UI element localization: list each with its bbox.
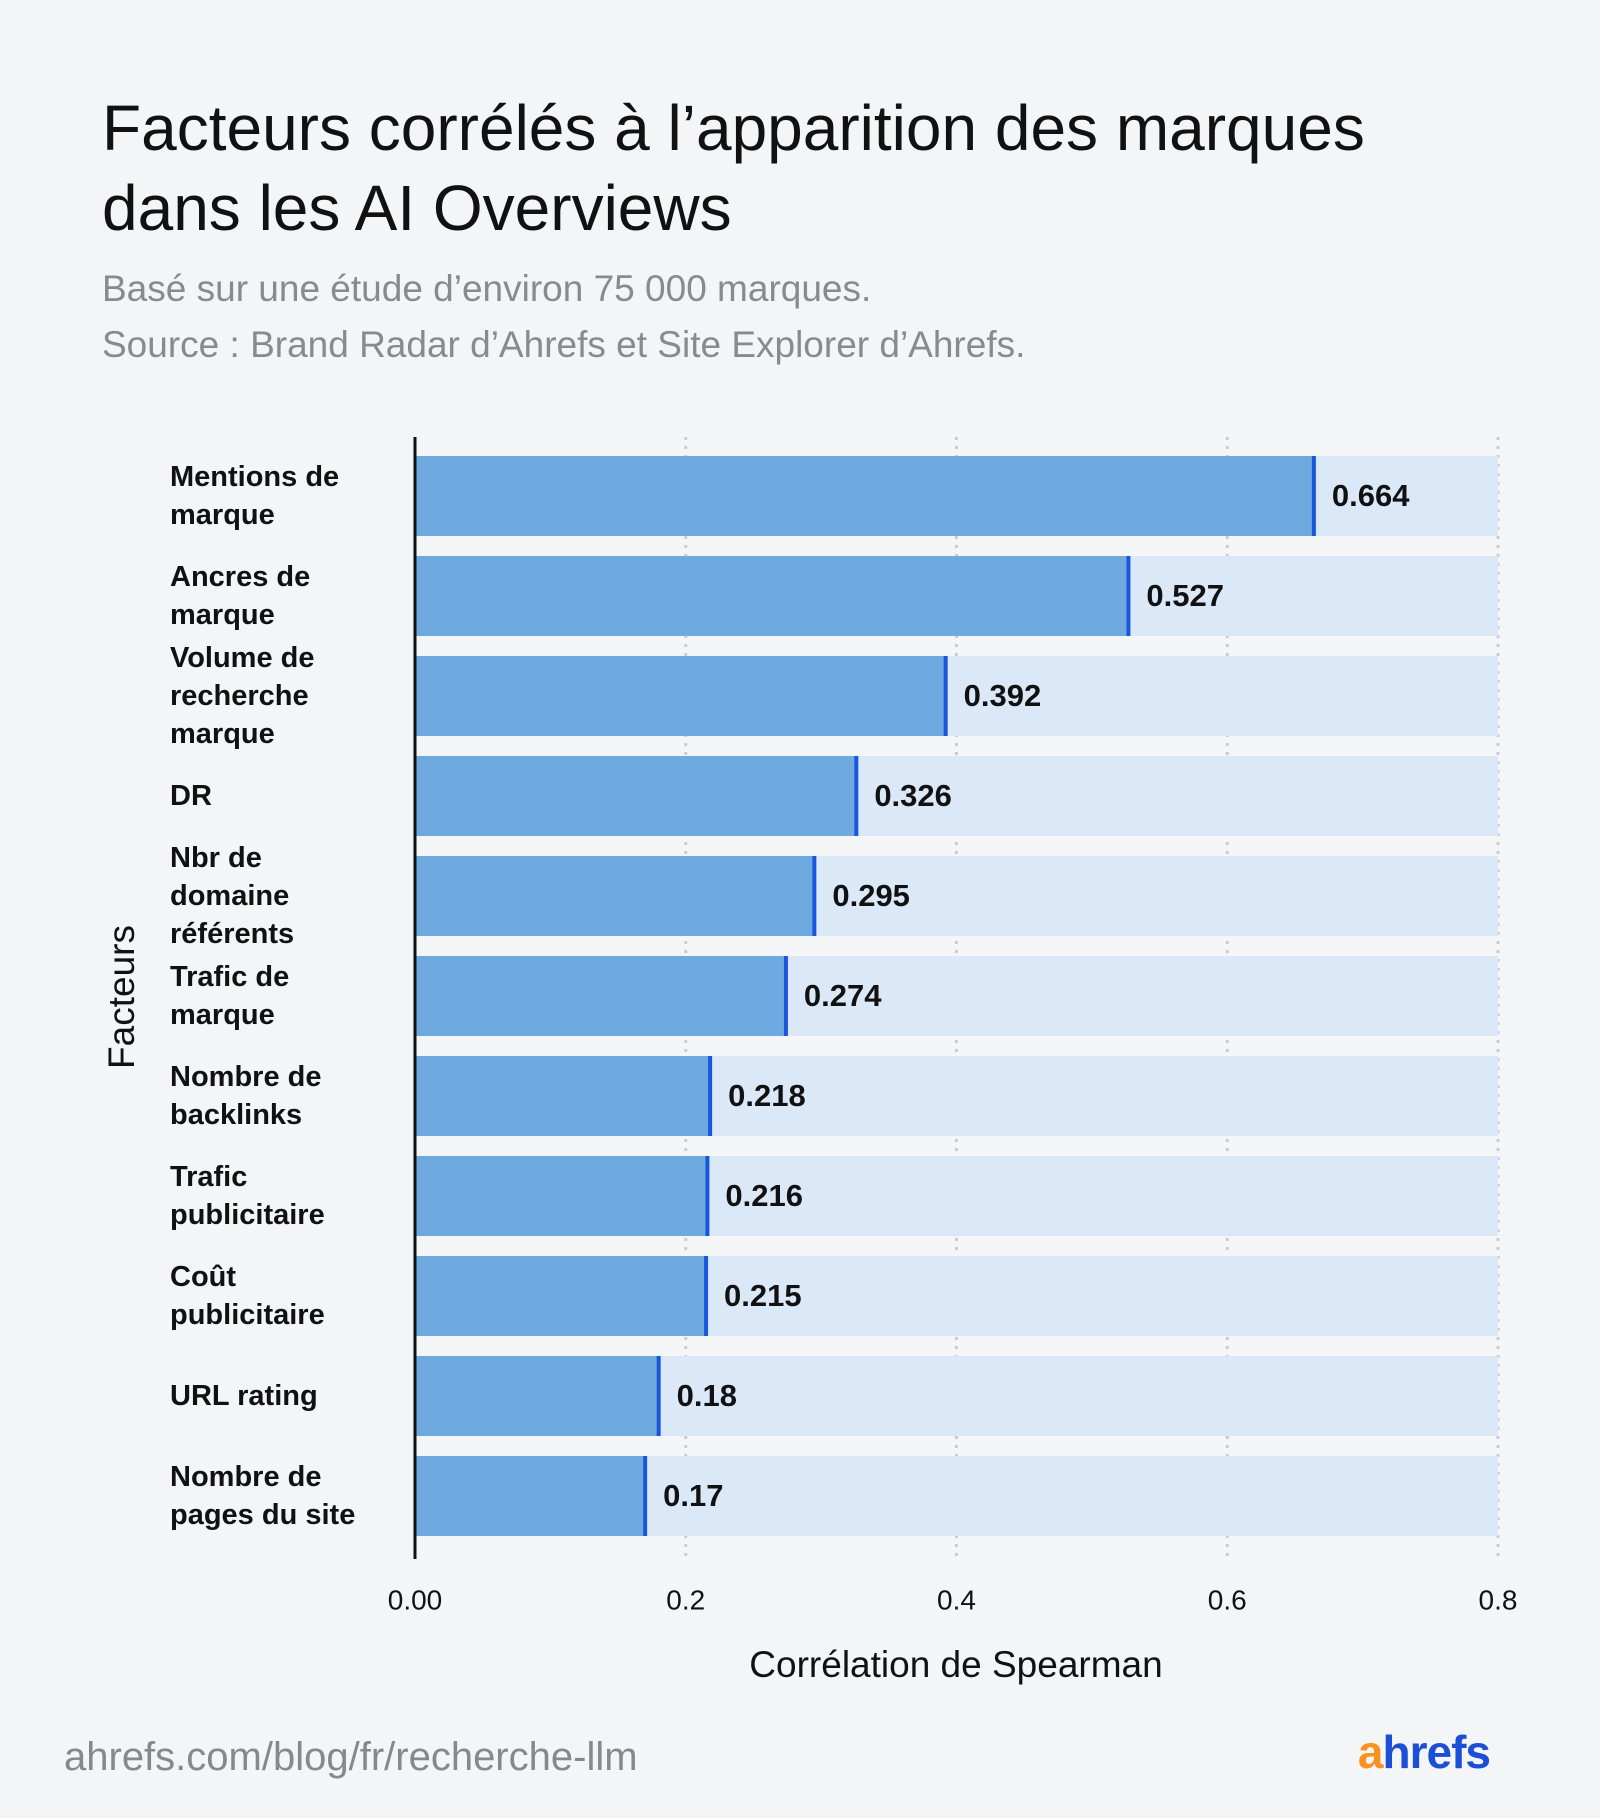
value-label: 0.527 — [1146, 578, 1224, 613]
bar — [415, 1156, 708, 1236]
x-tick-label: 0.2 — [666, 1584, 705, 1615]
bar — [415, 1056, 711, 1136]
y-tick-label: Nombre de pages du site — [170, 1461, 356, 1531]
y-tick-label: Volume de recherche marque — [170, 642, 315, 750]
value-label: 0.215 — [724, 1278, 802, 1313]
logo-accent: a — [1357, 1726, 1384, 1778]
logo-rest: hrefs — [1382, 1726, 1491, 1778]
y-tick-label: URL rating — [170, 1380, 318, 1412]
value-label: 0.326 — [874, 778, 952, 813]
y-tick-label: Coût publicitaire — [170, 1261, 325, 1331]
value-label: 0.17 — [663, 1478, 723, 1513]
value-label: 0.18 — [677, 1378, 737, 1413]
value-label: 0.218 — [728, 1078, 806, 1113]
y-tick-label: Nombre de backlinks — [170, 1061, 322, 1131]
x-tick-label: 0.4 — [937, 1584, 976, 1615]
value-label: 0.216 — [725, 1178, 803, 1213]
bar — [415, 756, 857, 836]
value-label: 0.295 — [832, 878, 910, 913]
x-tick-label: 0.6 — [1208, 1584, 1247, 1615]
logo: ahrefs — [1357, 1725, 1491, 1779]
y-tick-label: Trafic de marque — [170, 961, 290, 1031]
subtitle: Source : Brand Radar d’Ahrefs et Site Ex… — [102, 324, 1026, 365]
bar — [415, 856, 815, 936]
bar — [415, 456, 1314, 536]
x-axis-label: Corrélation de Spearman — [749, 1644, 1162, 1685]
y-tick-label: Nbr de domaine référents — [170, 842, 295, 950]
bar — [415, 1456, 646, 1536]
x-tick-label: 0.00 — [388, 1584, 443, 1615]
bar — [415, 1356, 659, 1436]
value-label: 0.664 — [1332, 478, 1410, 513]
bar — [415, 1256, 707, 1336]
bar — [415, 656, 946, 736]
y-tick-label: Ancres de marque — [170, 561, 311, 631]
y-tick-label: Trafic publicitaire — [170, 1161, 325, 1231]
x-tick-label: 0.8 — [1479, 1584, 1518, 1615]
value-label: 0.274 — [804, 978, 882, 1013]
bar — [415, 556, 1129, 636]
value-label: 0.392 — [964, 678, 1042, 713]
y-tick-label: DR — [170, 780, 212, 812]
footer-url: ahrefs.com/blog/fr/recherche-llm — [64, 1735, 638, 1779]
bar — [415, 956, 786, 1036]
chart-title: Facteurs corrélés à l’apparition des mar… — [102, 92, 1365, 244]
y-axis-label: Facteurs — [101, 925, 142, 1069]
subtitle: Basé sur une étude d’environ 75 000 marq… — [102, 268, 872, 309]
y-tick-label: Mentions de marque — [170, 461, 340, 531]
